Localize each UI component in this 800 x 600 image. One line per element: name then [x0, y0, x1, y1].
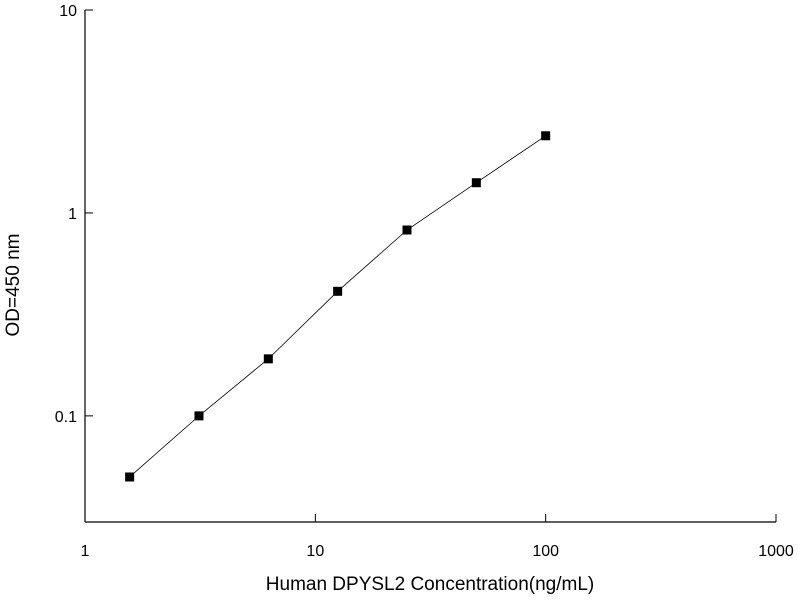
y-axis-title: OD=450 nm [3, 234, 24, 337]
data-line [129, 135, 546, 478]
data-point [125, 472, 135, 482]
data-point [333, 286, 343, 296]
x-tick-label: 10 [306, 543, 324, 560]
data-point [263, 354, 273, 364]
x-axis-title: Human DPYSL2 Concentration(ng/mL) [266, 574, 594, 595]
y-tick-label: 0.1 [55, 409, 77, 426]
x-tick-label: 100 [532, 543, 559, 560]
data-point [541, 131, 551, 141]
y-tick-label: 1 [68, 206, 77, 223]
y-tick-label: 10 [59, 3, 77, 20]
data-point [471, 178, 481, 188]
data-point [194, 411, 204, 421]
data-point [402, 225, 412, 235]
x-tick-label: 1000 [758, 543, 794, 560]
x-tick-label: 1 [81, 543, 90, 560]
